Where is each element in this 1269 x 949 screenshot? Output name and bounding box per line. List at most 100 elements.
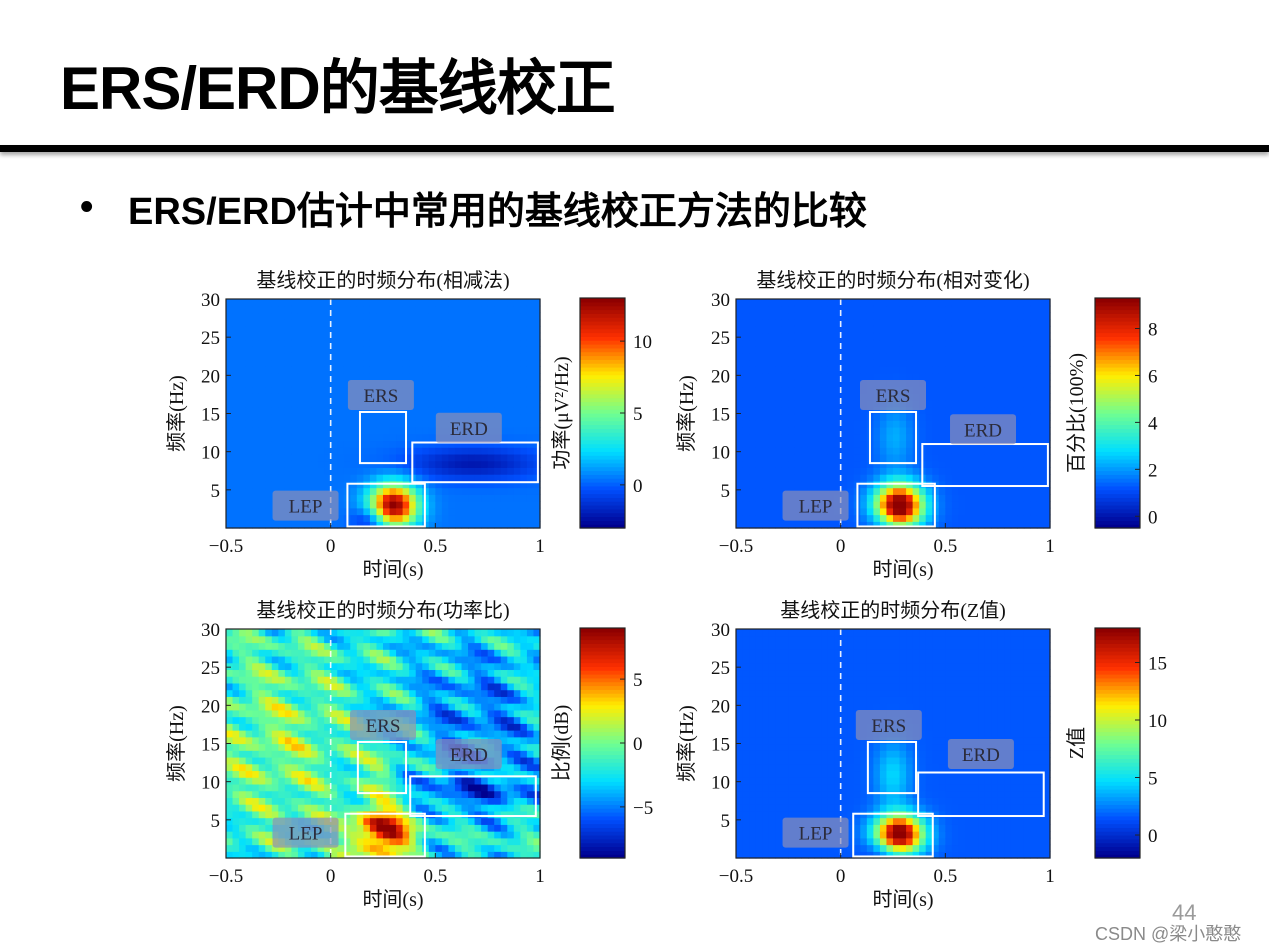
heatmap-cell <box>794 332 803 341</box>
heatmap-cell <box>978 312 986 320</box>
heatmap-cell <box>1017 393 1025 401</box>
heatmap-cell <box>821 379 829 388</box>
heatmap-cell <box>356 487 364 495</box>
heatmap-cell <box>435 635 443 644</box>
heatmap-cell <box>356 467 364 475</box>
heatmap-cell <box>984 406 992 415</box>
heatmap-cell <box>1043 373 1051 381</box>
heatmap-cell <box>461 777 469 785</box>
heatmap-cell <box>755 480 763 489</box>
heatmap-cell <box>311 400 319 408</box>
heatmap-cell <box>278 689 286 697</box>
heatmap-cell <box>402 467 410 475</box>
heatmap-cell <box>1017 305 1025 314</box>
heatmap-cell <box>226 777 234 785</box>
heatmap-cell <box>258 366 266 374</box>
heatmap-cell <box>324 339 332 347</box>
heatmap-cell <box>801 467 809 475</box>
heatmap-cell <box>938 521 946 529</box>
heatmap-cell <box>768 332 776 341</box>
heatmap-cell <box>500 810 508 819</box>
heatmap-cell <box>239 474 247 482</box>
heatmap-cell <box>932 453 940 462</box>
heatmap-cell <box>520 521 528 529</box>
heatmap-cell <box>389 366 397 374</box>
heatmap-cell <box>258 406 266 415</box>
heatmap-cell <box>324 783 332 792</box>
heatmap-cell <box>363 783 371 792</box>
heatmap-cell <box>376 669 384 677</box>
heatmap-cell <box>860 413 868 421</box>
heatmap-cell <box>278 386 286 394</box>
heatmap-cell <box>304 319 312 327</box>
heatmap-cell <box>886 332 894 341</box>
heatmap-cell <box>906 312 914 320</box>
heatmap-cell <box>801 480 809 489</box>
heatmap-cell <box>239 824 247 832</box>
heatmap-cell <box>441 662 450 671</box>
heatmap-cell <box>356 676 364 684</box>
heatmap-cell <box>271 460 279 468</box>
heatmap-cell <box>350 460 358 468</box>
heatmap-cell <box>350 440 358 448</box>
heatmap-cell <box>1030 325 1038 334</box>
heatmap-cell <box>500 501 508 509</box>
heatmap-cell <box>317 804 325 812</box>
heatmap-cell <box>912 359 920 367</box>
heatmap-cell <box>383 851 391 859</box>
heatmap-cell <box>356 514 364 522</box>
heatmap-cell <box>415 400 423 408</box>
heatmap-cell <box>958 352 966 361</box>
heatmap-cell <box>409 366 417 374</box>
heatmap-cell <box>402 797 410 805</box>
heatmap-cell <box>317 682 325 691</box>
heatmap-cell <box>435 312 443 320</box>
heatmap-cell <box>520 332 528 341</box>
heatmap-cell <box>991 393 999 401</box>
heatmap-cell <box>376 817 384 825</box>
heatmap-cell <box>520 480 528 489</box>
heatmap-cell <box>507 393 515 401</box>
heatmap-cell <box>226 831 234 839</box>
colorbar-step <box>1095 351 1140 357</box>
heatmap-cell <box>749 339 757 347</box>
heatmap-cell <box>971 507 979 516</box>
heatmap-cell <box>834 319 842 327</box>
heatmap-cell <box>265 763 273 772</box>
heatmap-cell <box>847 507 855 516</box>
heatmap-cell <box>297 682 306 691</box>
colorbar-step <box>1095 436 1140 441</box>
heatmap-cell <box>402 494 410 502</box>
heatmap-cell <box>311 743 319 751</box>
heatmap-cell <box>827 521 835 529</box>
heatmap-cell <box>919 514 927 522</box>
heatmap-cell <box>376 662 384 671</box>
heatmap-cell <box>860 507 868 516</box>
heatmap-cell <box>389 413 397 421</box>
y-tick-label: 10 <box>201 443 220 464</box>
heatmap-cell <box>252 797 260 805</box>
heatmap-cell <box>448 716 456 724</box>
heatmap-cell <box>252 379 260 388</box>
heatmap-cell <box>507 669 515 677</box>
heatmap-cell <box>1023 447 1031 455</box>
heatmap-cell <box>912 312 920 320</box>
heatmap-cell <box>265 480 273 489</box>
heatmap-cell <box>232 662 240 671</box>
heatmap-cell <box>925 501 933 509</box>
heatmap-cell <box>507 400 515 408</box>
heatmap-cell <box>925 379 933 388</box>
heatmap-cell <box>755 453 763 462</box>
heatmap-cell <box>487 346 495 354</box>
heatmap-cell <box>749 507 757 516</box>
heatmap-cell <box>291 413 299 421</box>
heatmap-cell <box>481 723 489 731</box>
colorbar-step <box>580 439 625 445</box>
heatmap-cell <box>258 676 266 684</box>
heatmap-cell <box>964 305 973 314</box>
heatmap-cell <box>526 406 535 415</box>
heatmap-cell <box>938 433 946 442</box>
heatmap-cell <box>742 426 750 435</box>
heatmap-cell <box>474 460 482 468</box>
heatmap-cell <box>284 676 293 684</box>
